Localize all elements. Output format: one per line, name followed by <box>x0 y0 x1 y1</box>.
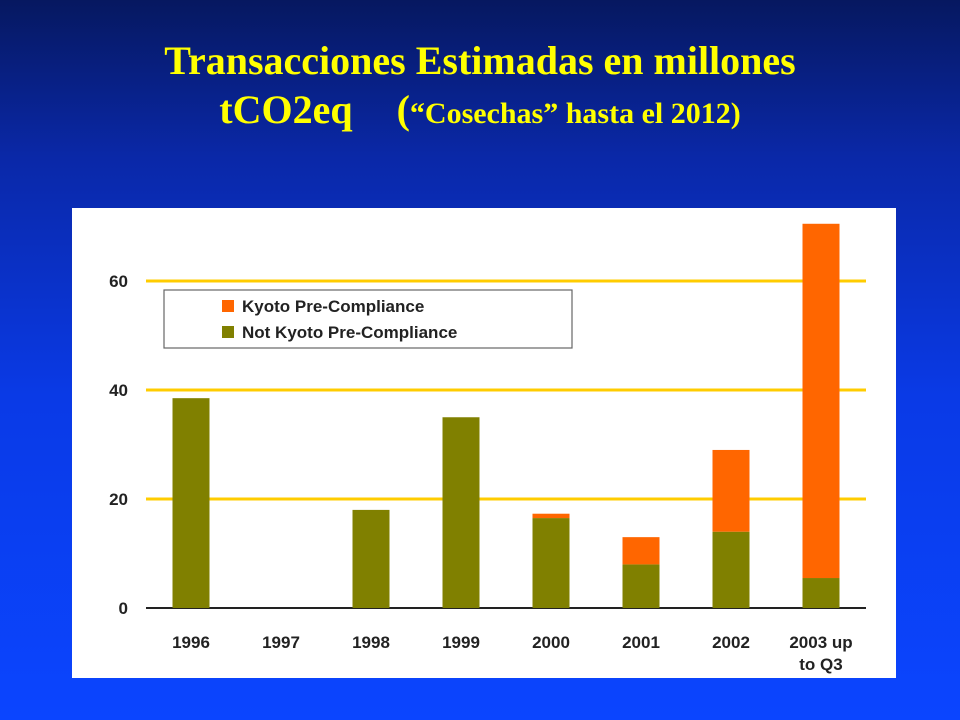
bar-not-kyoto <box>622 564 660 608</box>
bar-kyoto <box>802 223 840 579</box>
y-tick-label: 40 <box>109 381 128 400</box>
x-tick-label: 2001 <box>622 633 660 652</box>
legend-swatch <box>222 300 234 312</box>
bar-not-kyoto <box>442 417 480 608</box>
bar-not-kyoto <box>172 398 210 608</box>
bar-not-kyoto <box>352 509 390 608</box>
x-tick-label: 1996 <box>172 633 210 652</box>
title-line-2: tCO2eq (“Cosechas” hasta el 2012) <box>0 84 960 140</box>
y-tick-label: 20 <box>109 490 128 509</box>
legend-label: Kyoto Pre-Compliance <box>242 297 424 316</box>
legend-swatch <box>222 326 234 338</box>
slide-title: Transacciones Estimadas en millones tCO2… <box>0 38 960 140</box>
bar-kyoto <box>712 449 750 532</box>
bar-kyoto <box>532 513 570 519</box>
bar-not-kyoto <box>532 518 570 608</box>
x-tick-label: 2002 <box>712 633 750 652</box>
bar-not-kyoto <box>802 578 840 608</box>
title-subtitle: “Cosechas” hasta el 2012) <box>409 97 741 130</box>
legend-box <box>163 289 573 349</box>
x-tick-label: to Q3 <box>799 655 842 674</box>
x-tick-label: 1997 <box>262 633 300 652</box>
x-tick-label: 1999 <box>442 633 480 652</box>
bar-not-kyoto <box>712 531 750 608</box>
title-line-1: Transacciones Estimadas en millones <box>164 38 796 83</box>
x-tick-label: 1998 <box>352 633 390 652</box>
y-tick-label: 0 <box>119 599 128 618</box>
title-paren: ( <box>396 87 410 132</box>
chart-area: 0 20 40 60 1996 1997 1998 1999 2000 2001 2002 2003 … <box>72 208 896 678</box>
x-tick-label: 2000 <box>532 633 570 652</box>
title-unit: tCO2eq <box>219 87 353 132</box>
bar-chart: 0 20 40 60 1996 1997 1998 1999 2000 2001 2002 2003 … <box>109 223 866 674</box>
x-tick-label: 2003 up <box>789 633 852 652</box>
y-tick-label: 60 <box>109 272 128 291</box>
legend-label: Not Kyoto Pre-Compliance <box>242 323 457 342</box>
bar-kyoto <box>622 537 660 565</box>
